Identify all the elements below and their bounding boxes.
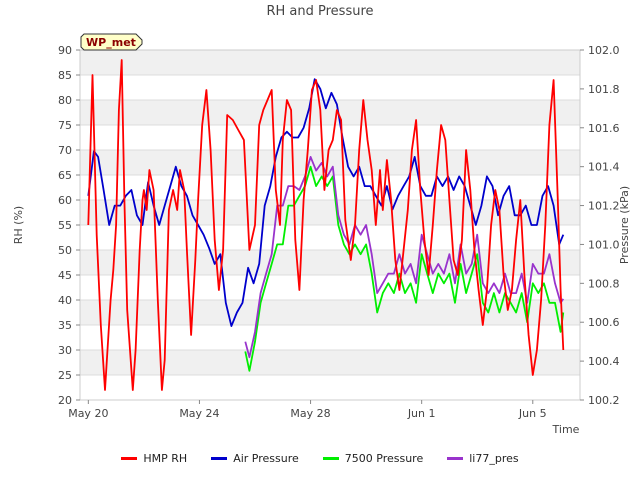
chart-legend: HMP RH Air Pressure 7500 Pressure li77_pres <box>0 452 640 465</box>
y-axis-label: RH (%) <box>12 206 25 244</box>
legend-label: li77_pres <box>469 452 519 465</box>
legend-swatch <box>322 457 339 460</box>
plot-band <box>80 50 580 75</box>
y2-tick-label: 102.0 <box>588 44 620 57</box>
y2-tick-label: 101.4 <box>588 161 620 174</box>
x-tick-label: Jun 5 <box>518 407 547 420</box>
x-axis-label: Time <box>552 423 580 436</box>
x-tick-label: May 20 <box>68 407 108 420</box>
series-line-air-pressure <box>87 78 565 328</box>
y-tick-label: 85 <box>58 69 72 82</box>
chart-title: RH and Pressure <box>266 4 373 19</box>
y-tick-label: 45 <box>58 269 72 282</box>
site-badge-label: WP_met <box>86 36 136 49</box>
y-tick-label: 60 <box>58 194 72 207</box>
left-axis-ticks: 20 25 30 35 40 45 50 55 60 65 70 75 80 85 90 <box>58 44 80 407</box>
site-badge: WP_met <box>80 33 143 51</box>
y2-tick-label: 101.2 <box>588 200 620 213</box>
legend-swatch <box>211 457 228 460</box>
y2-axis-label: Pressure (kPa) <box>618 186 631 264</box>
legend-item: li77_pres <box>447 452 519 465</box>
y-tick-label: 30 <box>58 344 72 357</box>
y-tick-label: 35 <box>58 319 72 332</box>
y-tick-label: 70 <box>58 144 72 157</box>
legend-label: Air Pressure <box>233 452 299 465</box>
y-tick-label: 80 <box>58 94 72 107</box>
series-line-li77-pres <box>244 155 565 359</box>
y-tick-label: 90 <box>58 44 72 57</box>
plot-band <box>80 250 580 275</box>
legend-label: 7500 Pressure <box>344 452 424 465</box>
x-tick-label: Jun 1 <box>407 407 436 420</box>
legend-swatch <box>121 457 138 460</box>
legend-label: HMP RH <box>143 452 188 465</box>
y2-tick-label: 100.2 <box>588 394 620 407</box>
y-tick-label: 50 <box>58 244 72 257</box>
y2-tick-label: 101.8 <box>588 83 620 96</box>
y-tick-label: 55 <box>58 219 72 232</box>
x-tick-label: May 28 <box>290 407 330 420</box>
plot-band <box>80 350 580 375</box>
y2-tick-label: 101.6 <box>588 122 620 135</box>
y-tick-label: 40 <box>58 294 72 307</box>
plot-band <box>80 300 580 325</box>
legend-swatch <box>447 457 464 460</box>
y-tick-label: 65 <box>58 169 72 182</box>
plot-band <box>80 100 580 125</box>
y-tick-label: 75 <box>58 119 72 132</box>
y2-tick-label: 100.8 <box>588 277 620 290</box>
series-line-7500-pressure <box>244 165 565 372</box>
y-tick-label: 20 <box>58 394 72 407</box>
x-tick-label: May 24 <box>179 407 219 420</box>
series-lines <box>87 59 565 391</box>
series-line-hmp-rh <box>87 59 565 391</box>
y2-tick-label: 100.4 <box>588 355 620 368</box>
y2-tick-label: 100.6 <box>588 316 620 329</box>
y-tick-label: 25 <box>58 369 72 382</box>
y2-tick-label: 101.0 <box>588 238 620 251</box>
legend-item: 7500 Pressure <box>322 452 424 465</box>
legend-item: HMP RH <box>121 452 187 465</box>
legend-item: Air Pressure <box>211 452 299 465</box>
x-axis-ticks: May 20 May 24 May 28 Jun 1 Jun 5 <box>68 400 547 420</box>
right-axis-ticks: 100.2 100.4 100.6 100.8 101.0 101.2 101.4 101.6… <box>580 44 620 407</box>
